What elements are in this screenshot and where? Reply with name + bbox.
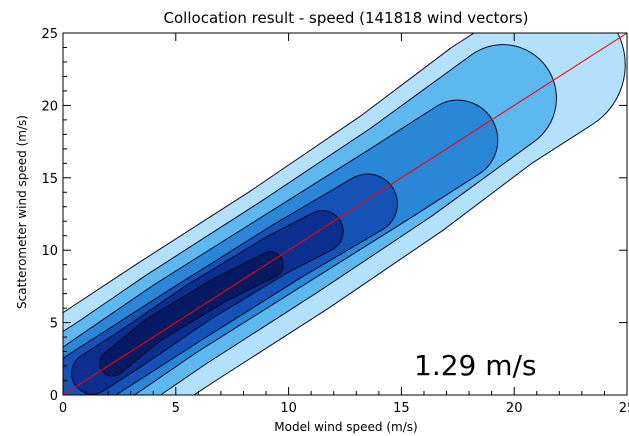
density-band-level-6 xyxy=(100,252,283,376)
y-axis-label: Scatterometer wind speed (m/s) xyxy=(15,115,29,309)
rmse-annotation: 1.29 m/s xyxy=(414,349,537,382)
y-tick-label: 0 xyxy=(50,389,58,404)
plot-area: 0 5 10 15 20 25 0 5 10 15 20 25 xyxy=(41,27,629,416)
density-contours xyxy=(63,33,627,395)
x-tick-label: 10 xyxy=(280,401,297,416)
x-tick-label: 5 xyxy=(172,401,180,416)
y-tick-label: 20 xyxy=(41,99,58,114)
x-tick-label: 20 xyxy=(506,401,523,416)
y-tick-label: 5 xyxy=(50,317,58,332)
y-tick-label: 25 xyxy=(41,27,58,42)
x-axis-label: Model wind speed (m/s) xyxy=(274,420,417,434)
chart-title: Collocation result - speed (141818 wind … xyxy=(164,9,529,27)
x-tick-label: 15 xyxy=(393,401,410,416)
reference-line xyxy=(63,33,627,395)
x-tick-label: 25 xyxy=(619,401,629,416)
plot-frame xyxy=(62,32,628,396)
y-tick-label: 10 xyxy=(41,244,58,259)
y-tick-label: 15 xyxy=(41,172,58,187)
x-tick-label: 0 xyxy=(59,401,67,416)
